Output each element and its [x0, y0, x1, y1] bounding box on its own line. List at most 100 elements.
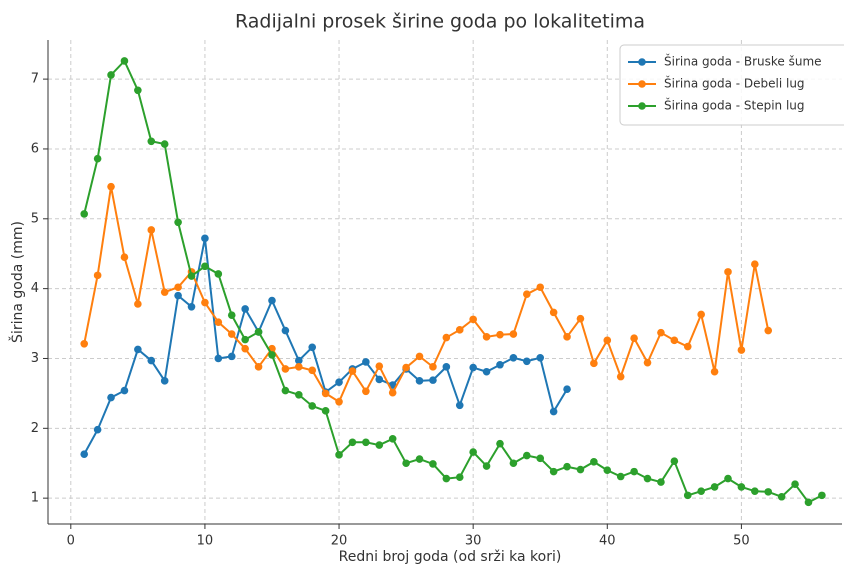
y-tick-label: 1 — [31, 491, 39, 506]
y-tick-label: 5 — [31, 211, 39, 226]
data-point — [536, 353, 545, 362]
data-point — [737, 346, 746, 354]
data-point — [455, 401, 464, 410]
data-point — [616, 372, 625, 381]
data-point — [496, 360, 504, 369]
data-point — [254, 328, 263, 336]
data-point — [818, 491, 826, 500]
data-point — [764, 326, 773, 335]
data-point — [509, 330, 518, 338]
data-point — [93, 154, 102, 163]
y-tick-label: 3 — [31, 351, 39, 366]
y-tick-label: 2 — [31, 421, 39, 436]
data-point — [375, 375, 384, 384]
data-point — [268, 296, 276, 305]
data-point — [134, 86, 142, 95]
data-point — [375, 362, 384, 370]
data-point — [254, 363, 263, 371]
data-point — [335, 397, 343, 406]
data-point — [683, 342, 692, 351]
data-point — [751, 260, 759, 268]
data-point — [160, 140, 169, 148]
data-point — [455, 326, 464, 334]
data-point — [442, 333, 451, 342]
data-point — [93, 271, 102, 280]
data-point — [590, 458, 598, 466]
data-point — [549, 407, 558, 416]
data-point — [295, 356, 303, 365]
data-point — [201, 262, 209, 271]
data-point — [174, 283, 182, 292]
data-point — [590, 359, 598, 368]
data-point — [214, 270, 223, 278]
data-point — [93, 425, 102, 434]
data-point — [388, 388, 397, 397]
data-point — [442, 363, 451, 371]
data-point — [321, 407, 330, 415]
data-point — [429, 376, 437, 384]
data-point — [415, 377, 424, 385]
data-point — [523, 451, 531, 460]
data-point — [80, 340, 89, 348]
data-point — [227, 352, 236, 361]
data-point — [227, 330, 236, 338]
data-point — [442, 474, 451, 483]
data-point — [295, 390, 303, 399]
data-point — [670, 457, 679, 465]
legend-marker — [638, 58, 646, 66]
x-tick-label: 20 — [331, 534, 348, 549]
data-point — [536, 454, 545, 463]
legend-box — [619, 44, 844, 126]
legend-label: Širina goda - Debeli lug — [664, 76, 805, 91]
data-point — [643, 474, 652, 483]
x-tick-label: 30 — [465, 534, 482, 549]
data-point — [120, 253, 129, 262]
data-point — [536, 283, 545, 292]
data-point — [335, 451, 343, 459]
data-point — [469, 363, 477, 372]
data-point — [348, 367, 357, 375]
data-point — [295, 363, 303, 371]
data-point — [308, 343, 317, 352]
data-point — [724, 268, 732, 276]
data-point — [630, 334, 638, 343]
data-point — [549, 308, 558, 317]
data-point — [174, 218, 182, 227]
data-point — [241, 344, 249, 353]
data-point — [482, 367, 491, 376]
data-point — [509, 353, 518, 362]
data-point — [281, 326, 290, 335]
data-point — [670, 336, 679, 345]
data-point — [134, 300, 142, 308]
data-point — [576, 314, 585, 323]
data-point — [523, 290, 531, 299]
data-point — [482, 462, 491, 470]
data-point — [201, 234, 209, 243]
data-point — [777, 492, 786, 501]
data-point — [683, 491, 692, 500]
data-point — [616, 472, 625, 481]
data-point — [469, 448, 477, 456]
data-point — [214, 318, 223, 326]
data-point — [107, 71, 115, 79]
data-point — [362, 387, 370, 396]
data-point — [710, 483, 719, 491]
data-point — [415, 352, 424, 361]
data-point — [308, 402, 317, 410]
y-tick-label: 6 — [31, 141, 39, 156]
data-point — [134, 345, 142, 354]
data-point — [751, 487, 759, 495]
data-point — [227, 311, 236, 319]
data-point — [523, 357, 531, 366]
data-point — [697, 487, 705, 495]
data-point — [362, 358, 370, 366]
data-point — [429, 363, 437, 371]
x-tick-label: 40 — [599, 534, 616, 549]
data-point — [563, 385, 571, 394]
data-point — [107, 182, 115, 191]
data-point — [80, 450, 89, 458]
y-tick-label: 4 — [31, 281, 39, 296]
data-point — [429, 460, 437, 468]
data-point — [107, 393, 115, 402]
